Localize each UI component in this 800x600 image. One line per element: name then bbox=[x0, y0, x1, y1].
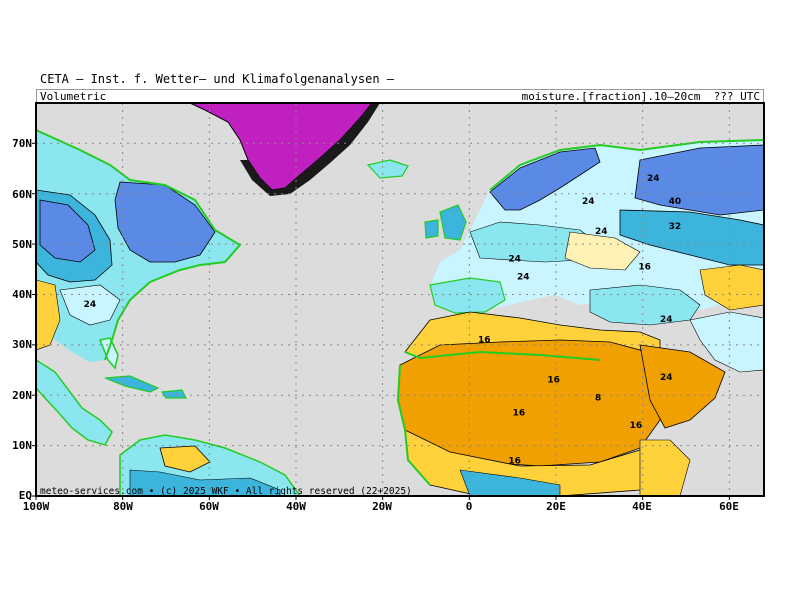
russia-mid bbox=[619, 209, 764, 266]
ethiopia-region bbox=[639, 439, 691, 496]
arabia bbox=[639, 344, 726, 429]
iberia bbox=[429, 277, 506, 314]
contour-label: 24 bbox=[660, 315, 673, 325]
hispaniola bbox=[160, 389, 187, 399]
amazon-wet bbox=[129, 469, 281, 496]
great-lakes-core bbox=[39, 199, 96, 263]
coastline-africa bbox=[396, 350, 601, 486]
variable-label-left: Volumetric bbox=[40, 90, 107, 103]
iceland bbox=[366, 159, 409, 179]
ireland bbox=[424, 219, 439, 239]
us-southeast-zone bbox=[59, 284, 121, 326]
axis-ticks bbox=[32, 142, 730, 500]
contour-label: 24 bbox=[582, 197, 595, 207]
contour-label: 24 bbox=[508, 255, 521, 265]
contour-label: 16 bbox=[630, 421, 643, 431]
lat-label-10n: 10N bbox=[12, 439, 32, 452]
contour-label: 24 bbox=[595, 227, 608, 237]
us-southwest-dry bbox=[36, 279, 61, 351]
cuba bbox=[104, 375, 160, 393]
lon-label-0: 0 bbox=[465, 500, 473, 513]
contour-label: 40 bbox=[669, 197, 682, 207]
map-frame bbox=[35, 102, 765, 497]
contour-label: 16 bbox=[508, 456, 521, 466]
lat-label-20n: 20N bbox=[12, 389, 32, 402]
variable-bar: Volumetric moisture.[fraction].10—20cm ?… bbox=[36, 89, 764, 103]
contour-label: 24 bbox=[84, 300, 97, 310]
lon-label-20e: 20E bbox=[546, 500, 566, 513]
variable-label-right: moisture.[fraction].10—20cm ??? UTC bbox=[521, 90, 760, 103]
coastline-europe bbox=[489, 139, 764, 191]
contour-labels: 24 24 24 40 32 24 24 24 16 24 16 8 16 16 16 24 16 bbox=[84, 174, 682, 466]
contour-label: 24 bbox=[660, 373, 673, 383]
contour-label: 8 bbox=[595, 393, 601, 403]
contour-label: 24 bbox=[517, 272, 530, 282]
contour-label: 24 bbox=[647, 174, 660, 184]
british-isles bbox=[439, 204, 467, 241]
contour-label: 16 bbox=[478, 335, 491, 345]
contour-label: 16 bbox=[547, 376, 560, 386]
lat-label-30n: 30N bbox=[12, 338, 32, 351]
coastline-north-america bbox=[36, 129, 242, 361]
chart-title: CETA — Inst. f. Wetter— und Klimafolgena… bbox=[40, 72, 395, 86]
canada-wet-zone bbox=[114, 181, 216, 263]
lon-label-60w: 60W bbox=[199, 500, 219, 513]
lon-label-80w: 80W bbox=[113, 500, 133, 513]
contour-label: 16 bbox=[638, 262, 651, 272]
lon-label-40e: 40E bbox=[632, 500, 652, 513]
caspian-dry bbox=[699, 264, 764, 311]
lat-label-eq: EQ bbox=[18, 489, 32, 502]
copyright-text: meteo-services.com • (c) 2025 WKF • All … bbox=[40, 486, 412, 497]
contour-label: 32 bbox=[669, 222, 682, 232]
gridlines bbox=[36, 103, 764, 496]
lon-label-20w: 20W bbox=[372, 500, 392, 513]
contour-label: 16 bbox=[513, 408, 526, 418]
ukraine-semidry bbox=[564, 231, 641, 271]
lon-label-60e: 60E bbox=[719, 500, 739, 513]
lat-label-60n: 60N bbox=[12, 188, 32, 201]
russia-wet bbox=[634, 144, 764, 216]
lat-label-50n: 50N bbox=[12, 238, 32, 251]
iran-region bbox=[689, 311, 764, 373]
map-area bbox=[36, 103, 764, 496]
scandinavia-wet bbox=[489, 147, 601, 211]
gulf-of-guinea-wet bbox=[459, 469, 561, 496]
lon-label-40w: 40W bbox=[286, 500, 306, 513]
lat-label-40n: 40N bbox=[12, 288, 32, 301]
lat-label-70n: 70N bbox=[12, 137, 32, 150]
greenland-coast bbox=[240, 103, 380, 196]
venezuela-dry bbox=[159, 445, 211, 473]
lon-label-100w: 100W bbox=[22, 500, 50, 513]
mexico bbox=[36, 359, 113, 446]
